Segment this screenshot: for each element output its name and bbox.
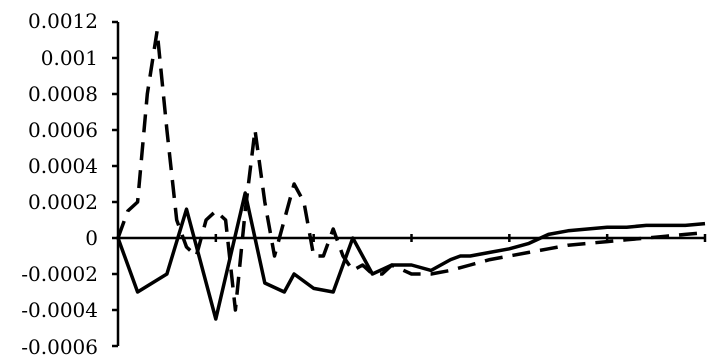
- series-line-solid: [116, 191, 706, 321]
- y-tick-label: -0.0002: [21, 262, 98, 286]
- y-tick-label: 0.001: [41, 46, 98, 70]
- y-tick-label: 0.0002: [28, 190, 98, 214]
- y-tick-label: 0.0006: [28, 118, 98, 142]
- series-line-dashed: [116, 29, 706, 312]
- y-tick-label: 0.0012: [28, 9, 98, 33]
- y-tick-label: 0.0004: [28, 154, 98, 178]
- y-tick-labels: 0.0012 0.001 0.0008 0.0006 0.0004 0.0002…: [21, 9, 98, 359]
- series-layer: [116, 29, 706, 321]
- axes: [112, 20, 707, 348]
- y-tick-label: -0.0006: [21, 335, 98, 359]
- y-tick-label: -0.0004: [21, 298, 98, 322]
- y-tick-label: 0.0008: [28, 82, 98, 106]
- y-tick-label: 0: [85, 226, 98, 250]
